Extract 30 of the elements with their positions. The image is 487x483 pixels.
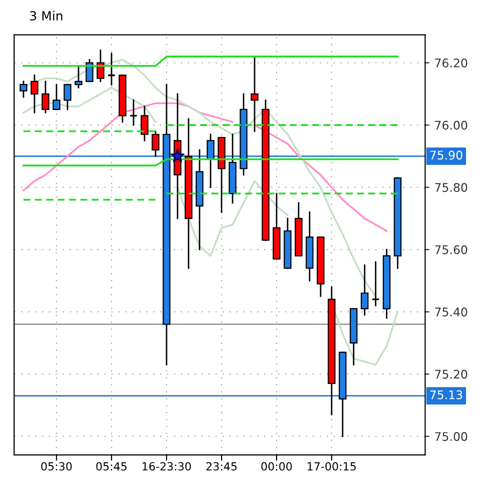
y-tick-label: 75.80 (435, 183, 468, 192)
y-tick-label: 75.40 (435, 308, 468, 316)
y-tick-label: 76.20 (435, 58, 468, 68)
y-tick-label: 75.60 (435, 245, 468, 254)
ref-line-label: 75.13 (430, 390, 462, 400)
candlestick (42, 80, 50, 114)
candlestick (107, 52, 116, 86)
candlestick (129, 99, 138, 126)
candlestick (64, 84, 72, 110)
candlestick (74, 65, 82, 88)
x-tick-label: 05:30 (41, 462, 72, 471)
candlestick (30, 74, 38, 114)
ref-line-label: 75.90 (430, 150, 462, 160)
candlestick (52, 84, 60, 110)
x-tick-label: 17-00:15 (308, 462, 356, 471)
candlestick (371, 261, 380, 306)
candlestick (96, 50, 104, 82)
x-tick-label: 05:45 (96, 462, 127, 471)
candlestick (140, 106, 148, 142)
y-tick-label: 75.00 (435, 432, 468, 441)
y-tick-label: 76.00 (435, 120, 468, 130)
x-tick-label: 00:00 (261, 462, 292, 471)
chart-title: 3 Min (30, 10, 62, 21)
candlestick (360, 264, 368, 316)
x-tick-label: 16-23:30 (142, 462, 191, 471)
x-tick-label: 23:45 (206, 462, 237, 471)
candlestick (20, 80, 28, 98)
y-tick-label: 75.20 (435, 370, 468, 379)
candlestick (152, 130, 160, 157)
candlestick (250, 56, 258, 132)
